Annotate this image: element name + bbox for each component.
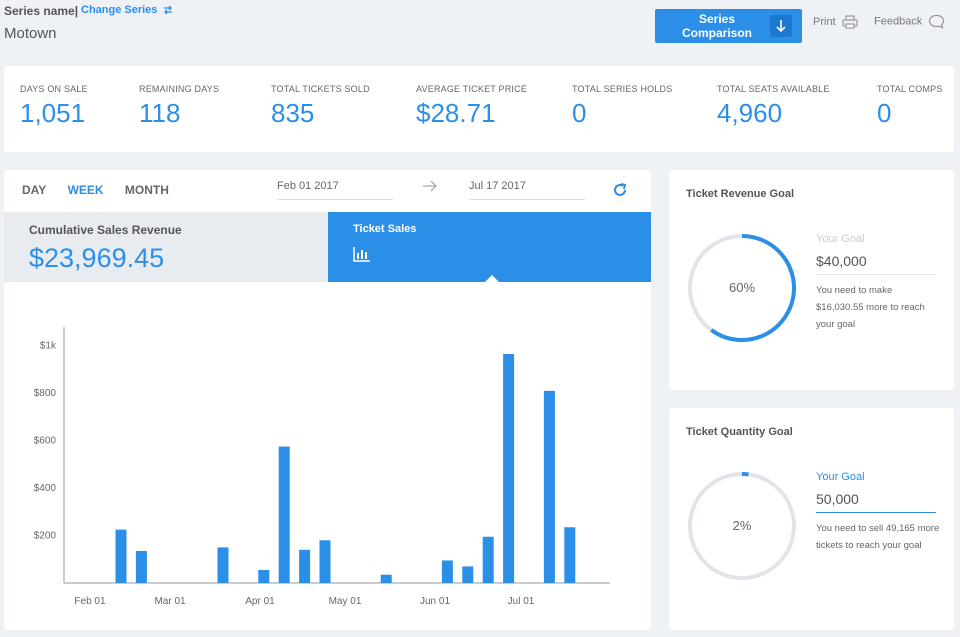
stat-total-tickets-sold: TOTAL TICKETS SOLD 835 — [271, 84, 370, 129]
x-tick-label: Mar 01 — [154, 596, 186, 607]
ticket-sales-title: Ticket Sales — [353, 223, 417, 235]
chart-bar — [115, 529, 127, 583]
revenue-goal-card: Ticket Revenue Goal 60% Your Goal $40,00… — [669, 170, 954, 390]
tab-day[interactable]: DAY — [22, 183, 47, 197]
quantity-goal-ring — [688, 472, 796, 580]
chart-bar — [217, 547, 229, 583]
quantity-goal-label: Your Goal — [816, 471, 865, 483]
refresh-icon[interactable] — [612, 182, 628, 203]
revenue-goal-label: Your Goal — [816, 233, 865, 245]
stat-value: 0 — [572, 98, 587, 128]
stat-days-on-sale: DAYS ON SALE 1,051 — [20, 84, 88, 129]
stat-label: TOTAL SERIES HOLDS — [572, 84, 673, 94]
y-tick-label: $800 — [34, 388, 57, 399]
cumulative-revenue-tab[interactable]: Cumulative Sales Revenue $23,969.45 — [4, 212, 328, 282]
bar-chart-icon — [353, 246, 371, 267]
stat-total-seats-available: TOTAL SEATS AVAILABLE 4,960 — [717, 84, 830, 129]
quantity-goal-note: You need to sell 49,165 more tickets to … — [816, 523, 940, 551]
stat-value: 118 — [139, 98, 181, 128]
chart-bar — [482, 536, 494, 583]
chart-bar — [441, 560, 453, 583]
change-series-link[interactable]: Change Series — [81, 4, 173, 16]
chart-bar — [319, 540, 331, 583]
stat-label: TOTAL COMPS — [877, 84, 943, 94]
feedback-button[interactable]: Feedback — [874, 14, 945, 29]
revenue-goal-input[interactable]: $40,000 — [816, 253, 936, 275]
download-arrow-icon — [770, 15, 792, 37]
stat-remaining-days: REMAINING DAYS 118 — [139, 84, 219, 129]
stat-label: TOTAL TICKETS SOLD — [271, 84, 370, 94]
feedback-label: Feedback — [874, 15, 923, 28]
end-date-field[interactable]: Jul 17 2017 — [469, 180, 585, 200]
quantity-goal-input[interactable]: 50,000 — [816, 491, 936, 513]
y-tick-label: $200 — [34, 531, 57, 542]
active-tab-pointer — [485, 275, 499, 282]
print-button[interactable]: Print — [813, 15, 858, 29]
series-name: Motown — [4, 25, 57, 42]
change-series-label: Change Series — [81, 4, 158, 16]
sales-panel: DAY WEEK MONTH Feb 01 2017 Jul 17 2017 C… — [4, 170, 651, 630]
stat-label: AVERAGE TICKET PRICE — [416, 84, 528, 94]
stat-value: $28.71 — [416, 98, 496, 128]
revenue-goal-ring — [688, 234, 796, 342]
stat-label: DAYS ON SALE — [20, 84, 88, 94]
swap-icon — [164, 5, 173, 15]
y-tick-label: $600 — [34, 436, 57, 447]
start-date-field[interactable]: Feb 01 2017 — [277, 180, 393, 200]
series-comparison-button[interactable]: Series Comparison — [655, 9, 802, 43]
stat-value: 835 — [271, 98, 315, 128]
arrow-right-icon — [422, 179, 438, 195]
quantity-goal-card: Ticket Quantity Goal 2% Your Goal 50,000… — [669, 408, 954, 630]
series-comparison-label-2: Comparison — [681, 26, 752, 40]
stats-bar: DAYS ON SALE 1,051 REMAINING DAYS 118 TO… — [4, 66, 954, 152]
chart-bar — [135, 550, 147, 583]
print-label: Print — [813, 15, 836, 28]
chart-bar — [503, 354, 515, 583]
stat-average-ticket-price: AVERAGE TICKET PRICE $28.71 — [416, 84, 527, 129]
stat-total-series-holds: TOTAL SERIES HOLDS 0 — [572, 84, 672, 129]
chart-bar — [278, 446, 290, 583]
revenue-goal-percent: 60% — [728, 280, 756, 295]
speech-bubble-icon — [929, 14, 945, 29]
stat-total-comps: TOTAL COMPS 0 — [877, 84, 943, 129]
stat-value: 0 — [877, 98, 892, 128]
chart-bar — [258, 569, 270, 583]
x-tick-label: May 01 — [329, 596, 362, 607]
y-tick-label: $1k — [40, 341, 57, 352]
y-tick-label: $400 — [34, 483, 57, 494]
x-tick-label: Apr 01 — [245, 596, 275, 607]
chart-bar — [564, 527, 576, 583]
series-name-label: Series name| — [4, 4, 79, 18]
chart-bar — [462, 566, 474, 583]
stat-label: REMAINING DAYS — [139, 84, 220, 94]
chart-bar — [299, 549, 311, 583]
cumulative-revenue-title: Cumulative Sales Revenue — [29, 223, 182, 237]
chart-bar — [543, 390, 555, 583]
tab-month[interactable]: MONTH — [124, 183, 169, 197]
stat-value: 4,960 — [717, 98, 783, 128]
ticket-sales-chart: $200 $400 $600 $800 $1k Feb 01 Mar 01 Apr 01 May… — [34, 327, 610, 607]
revenue-goal-title: Ticket Revenue Goal — [686, 188, 795, 200]
quantity-goal-title: Ticket Quantity Goal — [686, 426, 793, 438]
printer-icon — [842, 15, 858, 29]
revenue-goal-note: You need to make $16,030.55 more to reac… — [816, 285, 925, 330]
ticket-sales-tab[interactable]: Ticket Sales — [328, 212, 651, 282]
x-tick-label: Jun 01 — [420, 596, 450, 607]
series-comparison-label-1: Series — [698, 12, 736, 26]
x-tick-label: Jul 01 — [508, 596, 535, 607]
chart-bar — [380, 574, 392, 583]
x-tick-label: Feb 01 — [74, 596, 106, 607]
stat-value: 1,051 — [20, 98, 86, 128]
granularity-tabs: DAY WEEK MONTH — [22, 183, 187, 197]
quantity-goal-percent: 2% — [732, 518, 752, 533]
stat-label: TOTAL SEATS AVAILABLE — [717, 84, 830, 94]
cumulative-revenue-value: $23,969.45 — [29, 243, 165, 273]
tab-week[interactable]: WEEK — [67, 183, 104, 197]
